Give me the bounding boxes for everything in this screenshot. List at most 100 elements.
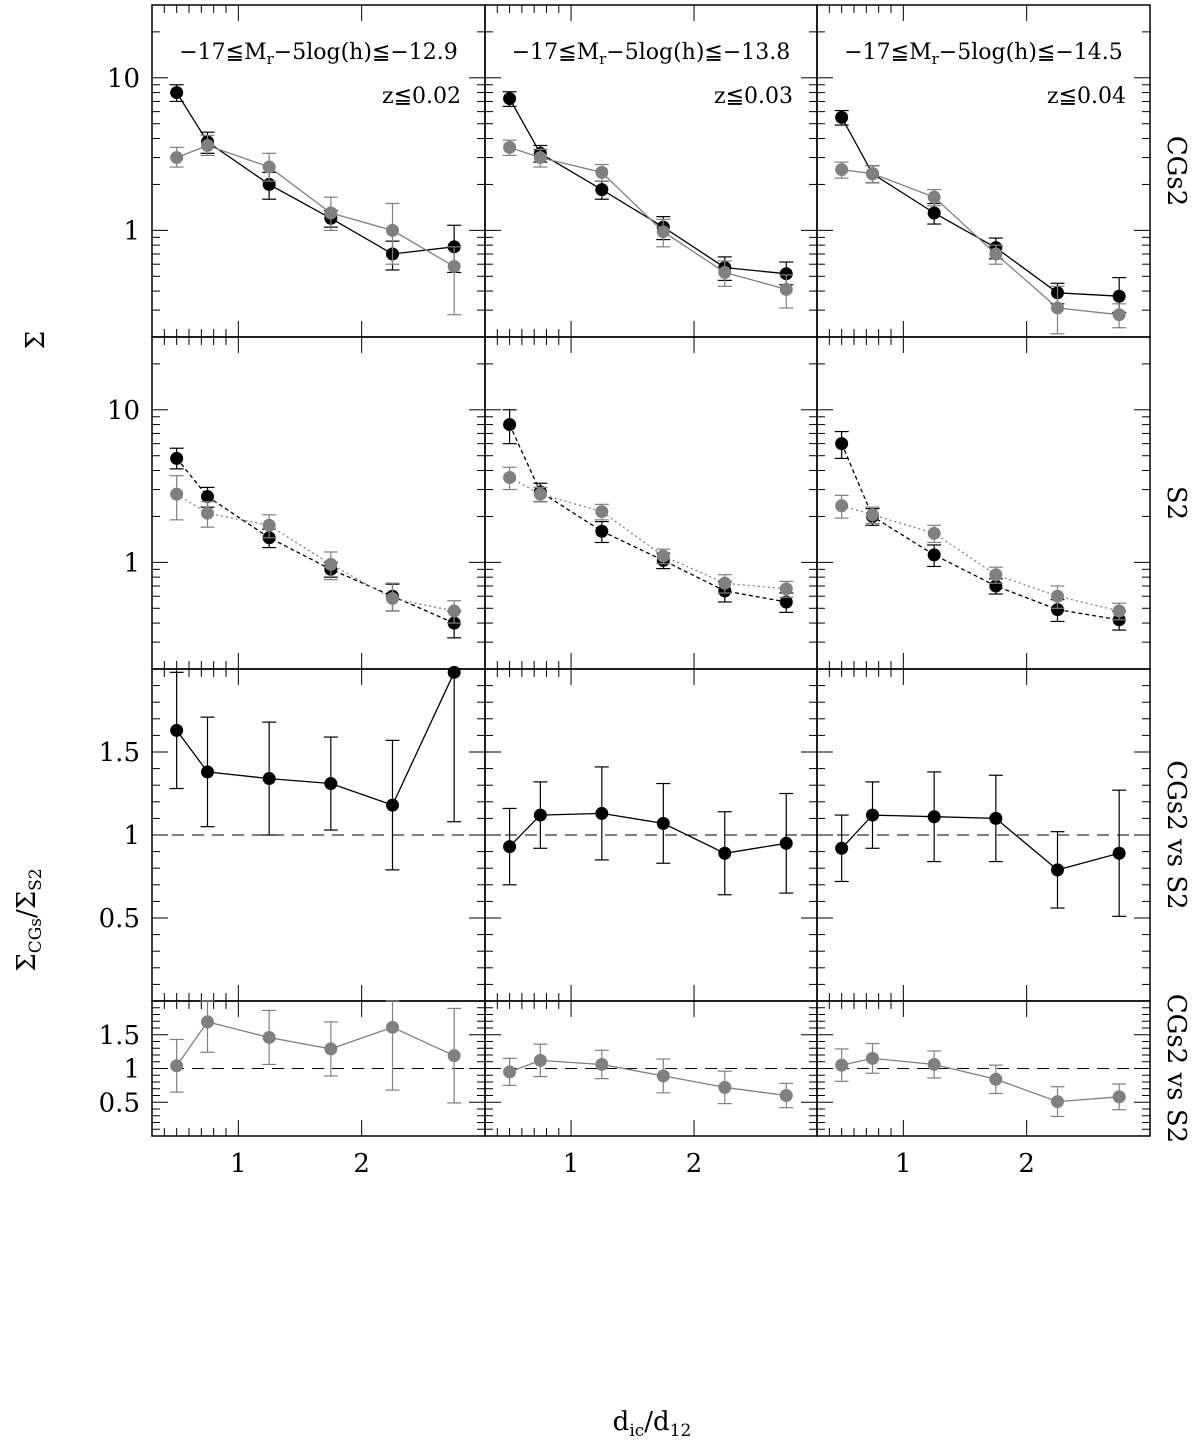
row-label: S2	[1161, 486, 1191, 520]
data-point	[595, 524, 609, 538]
ratio-axis-label-sub1: CGs	[26, 918, 46, 953]
y-tick-label: 10	[107, 64, 140, 94]
redshift-label: z≦0.04	[1047, 84, 1126, 109]
series-line-cgs2_gray	[176, 144, 455, 268]
magnitude-label: −17≦Mr−5log(h)≦−12.9	[179, 40, 458, 68]
panel-frame	[151, 336, 486, 670]
ratio-axis-label: ΣCGs/ΣS2	[12, 868, 46, 971]
data-point	[779, 595, 793, 609]
data-point	[447, 604, 461, 618]
data-point	[1112, 1090, 1126, 1104]
panel-r2-c0: 0.5 1 1.5	[99, 665, 486, 1002]
x-axis-label-sub2: 12	[670, 1421, 692, 1441]
data-point	[718, 576, 732, 590]
panel-r2-c1	[484, 668, 818, 1002]
data-point	[989, 811, 1003, 825]
data-point	[1051, 589, 1064, 603]
data-point	[170, 151, 184, 165]
data-point	[1112, 308, 1126, 322]
series-line-s2_black	[509, 424, 787, 603]
data-point	[656, 549, 670, 563]
series-line-s2_black	[176, 457, 455, 624]
data-point	[595, 1057, 609, 1071]
data-point	[1051, 1095, 1064, 1109]
data-point	[1112, 604, 1126, 618]
data-point	[1112, 289, 1126, 303]
y-tick-label: 1	[123, 821, 140, 851]
magnitude-label-main: −17≦M	[512, 40, 599, 65]
data-point	[779, 836, 793, 850]
data-point	[386, 223, 399, 237]
panel-r3-c0: 0.511.51 2	[99, 1000, 486, 1179]
x-tick-label: 1	[895, 1149, 912, 1179]
data-point	[201, 506, 214, 520]
panel-r1-c0: 1 10	[107, 336, 486, 670]
series-line-cgs2_gray	[841, 168, 1120, 316]
y-tick-label: 1	[123, 216, 140, 246]
data-point	[386, 591, 399, 605]
data-point	[324, 1042, 338, 1056]
series-line-s2_gray	[509, 476, 787, 590]
data-point	[718, 846, 732, 860]
data-point	[170, 451, 184, 465]
data-point	[927, 526, 941, 540]
series-line-cgs2_black	[509, 98, 787, 275]
sigma-axis-label: Σ	[21, 331, 51, 349]
panel-r3-c2: 1 2 CGs2 vs S2	[816, 994, 1191, 1179]
panel-r1-c1	[484, 336, 818, 670]
data-point	[866, 167, 879, 181]
data-point	[835, 841, 849, 855]
x-tick-label: 1	[563, 1149, 580, 1179]
data-point	[595, 806, 609, 820]
data-point	[447, 665, 461, 679]
data-point	[866, 1051, 879, 1065]
x-tick-label: 2	[1018, 1149, 1035, 1179]
panels-layer: 1 10 −17≦Mr−5log(h)≦−12.9 z≦0.02 −17≦Mr−5log…	[99, 4, 1191, 1179]
data-point	[718, 1080, 732, 1094]
redshift-label: z≦0.03	[714, 84, 793, 109]
data-point	[989, 247, 1003, 261]
data-point	[503, 418, 517, 432]
y-tick-label: 1.5	[99, 738, 140, 768]
series-line-s2_black	[841, 443, 1120, 621]
data-point	[927, 206, 941, 220]
ratio-axis-label-main: Σ	[12, 953, 42, 971]
data-point	[835, 437, 849, 451]
ratio-axis-label-sep: /Σ	[12, 891, 42, 918]
data-point	[779, 582, 793, 596]
data-point	[1051, 863, 1064, 877]
y-tick-label: 10	[107, 396, 140, 426]
data-point	[201, 765, 214, 779]
data-point	[927, 810, 941, 824]
data-point	[989, 568, 1003, 582]
data-point	[835, 110, 849, 124]
data-point	[201, 138, 214, 152]
data-point	[533, 1053, 547, 1067]
magnitude-label-rest: −5log(h)≦−14.5	[939, 40, 1123, 65]
data-point	[927, 548, 941, 562]
data-point	[324, 206, 338, 220]
data-point	[503, 92, 517, 106]
data-point	[324, 777, 338, 791]
series-line-ratio_black	[176, 672, 455, 806]
data-point	[201, 1015, 214, 1029]
data-point	[656, 1069, 670, 1083]
data-point	[835, 499, 849, 513]
data-point	[656, 225, 670, 239]
magnitude-label-rest: −5log(h)≦−12.9	[274, 40, 458, 65]
redshift-label: z≦0.02	[382, 84, 461, 109]
data-point	[718, 265, 732, 279]
data-point	[262, 1030, 276, 1044]
magnitude-label: −17≦Mr−5log(h)≦−13.8	[512, 40, 791, 68]
magnitude-label: −17≦Mr−5log(h)≦−14.5	[844, 40, 1123, 68]
series-line-cgs2_black	[841, 117, 1120, 297]
x-axis-label-sep: /d	[644, 1407, 669, 1437]
x-tick-label: 2	[353, 1149, 370, 1179]
data-point	[656, 816, 670, 830]
x-axis-label-main: d	[613, 1407, 630, 1437]
series-line-cgs2_black	[176, 92, 455, 255]
panel-frame	[484, 336, 818, 670]
x-axis-label-sub1: ic	[629, 1421, 644, 1441]
y-tick-label: 1	[123, 548, 140, 578]
